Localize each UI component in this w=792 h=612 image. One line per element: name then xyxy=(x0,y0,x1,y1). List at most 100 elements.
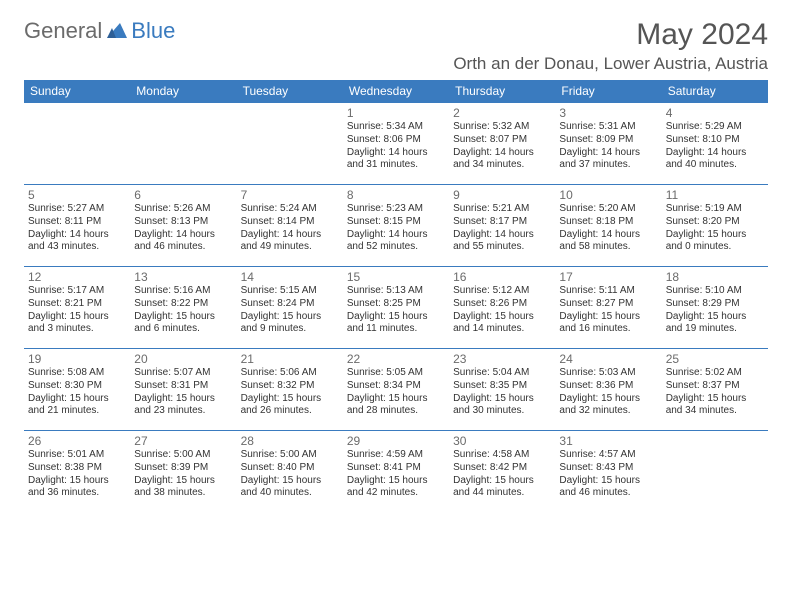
day-info: Sunrise: 5:29 AMSunset: 8:10 PMDaylight:… xyxy=(666,121,764,172)
day-cell: 20Sunrise: 5:07 AMSunset: 8:31 PMDayligh… xyxy=(130,349,236,431)
week-row: 19Sunrise: 5:08 AMSunset: 8:30 PMDayligh… xyxy=(24,349,768,431)
day-number: 11 xyxy=(666,188,764,202)
day-number: 9 xyxy=(453,188,551,202)
day-info: Sunrise: 5:12 AMSunset: 8:26 PMDaylight:… xyxy=(453,285,551,336)
day-info: Sunrise: 5:16 AMSunset: 8:22 PMDaylight:… xyxy=(134,285,232,336)
day-number: 6 xyxy=(134,188,232,202)
day-cell: 14Sunrise: 5:15 AMSunset: 8:24 PMDayligh… xyxy=(237,267,343,349)
calendar-page: General Blue May 2024 Orth an der Donau,… xyxy=(0,0,792,525)
logo: General Blue xyxy=(24,18,175,44)
day-info: Sunrise: 5:06 AMSunset: 8:32 PMDaylight:… xyxy=(241,367,339,418)
dayhead-friday: Friday xyxy=(555,80,661,103)
day-number: 21 xyxy=(241,352,339,366)
dayhead-tuesday: Tuesday xyxy=(237,80,343,103)
day-info: Sunrise: 5:24 AMSunset: 8:14 PMDaylight:… xyxy=(241,203,339,254)
day-cell: 19Sunrise: 5:08 AMSunset: 8:30 PMDayligh… xyxy=(24,349,130,431)
title-block: May 2024 Orth an der Donau, Lower Austri… xyxy=(453,18,768,74)
day-number: 26 xyxy=(28,434,126,448)
day-info: Sunrise: 5:10 AMSunset: 8:29 PMDaylight:… xyxy=(666,285,764,336)
day-cell: 8Sunrise: 5:23 AMSunset: 8:15 PMDaylight… xyxy=(343,185,449,267)
day-number: 15 xyxy=(347,270,445,284)
day-cell xyxy=(237,103,343,185)
dayhead-wednesday: Wednesday xyxy=(343,80,449,103)
day-info: Sunrise: 5:04 AMSunset: 8:35 PMDaylight:… xyxy=(453,367,551,418)
day-info: Sunrise: 5:08 AMSunset: 8:30 PMDaylight:… xyxy=(28,367,126,418)
day-cell: 21Sunrise: 5:06 AMSunset: 8:32 PMDayligh… xyxy=(237,349,343,431)
logo-text-general: General xyxy=(24,18,102,44)
day-number: 30 xyxy=(453,434,551,448)
day-info: Sunrise: 5:13 AMSunset: 8:25 PMDaylight:… xyxy=(347,285,445,336)
dayhead-monday: Monday xyxy=(130,80,236,103)
day-cell: 27Sunrise: 5:00 AMSunset: 8:39 PMDayligh… xyxy=(130,431,236,513)
day-cell xyxy=(130,103,236,185)
day-number: 31 xyxy=(559,434,657,448)
day-cell: 29Sunrise: 4:59 AMSunset: 8:41 PMDayligh… xyxy=(343,431,449,513)
day-number: 2 xyxy=(453,106,551,120)
day-info: Sunrise: 5:17 AMSunset: 8:21 PMDaylight:… xyxy=(28,285,126,336)
day-cell: 2Sunrise: 5:32 AMSunset: 8:07 PMDaylight… xyxy=(449,103,555,185)
day-info: Sunrise: 5:11 AMSunset: 8:27 PMDaylight:… xyxy=(559,285,657,336)
day-cell xyxy=(662,431,768,513)
day-number: 5 xyxy=(28,188,126,202)
day-number: 18 xyxy=(666,270,764,284)
day-cell: 4Sunrise: 5:29 AMSunset: 8:10 PMDaylight… xyxy=(662,103,768,185)
dayhead-sunday: Sunday xyxy=(24,80,130,103)
header: General Blue May 2024 Orth an der Donau,… xyxy=(24,18,768,74)
logo-triangle-icon xyxy=(107,20,127,43)
day-info: Sunrise: 5:00 AMSunset: 8:39 PMDaylight:… xyxy=(134,449,232,500)
day-info: Sunrise: 5:02 AMSunset: 8:37 PMDaylight:… xyxy=(666,367,764,418)
day-info: Sunrise: 5:00 AMSunset: 8:40 PMDaylight:… xyxy=(241,449,339,500)
day-cell: 17Sunrise: 5:11 AMSunset: 8:27 PMDayligh… xyxy=(555,267,661,349)
day-info: Sunrise: 5:23 AMSunset: 8:15 PMDaylight:… xyxy=(347,203,445,254)
day-info: Sunrise: 4:59 AMSunset: 8:41 PMDaylight:… xyxy=(347,449,445,500)
week-row: 5Sunrise: 5:27 AMSunset: 8:11 PMDaylight… xyxy=(24,185,768,267)
day-cell: 10Sunrise: 5:20 AMSunset: 8:18 PMDayligh… xyxy=(555,185,661,267)
day-info: Sunrise: 5:01 AMSunset: 8:38 PMDaylight:… xyxy=(28,449,126,500)
day-info: Sunrise: 5:31 AMSunset: 8:09 PMDaylight:… xyxy=(559,121,657,172)
day-cell: 3Sunrise: 5:31 AMSunset: 8:09 PMDaylight… xyxy=(555,103,661,185)
day-cell: 23Sunrise: 5:04 AMSunset: 8:35 PMDayligh… xyxy=(449,349,555,431)
day-cell: 11Sunrise: 5:19 AMSunset: 8:20 PMDayligh… xyxy=(662,185,768,267)
day-info: Sunrise: 5:05 AMSunset: 8:34 PMDaylight:… xyxy=(347,367,445,418)
day-number: 14 xyxy=(241,270,339,284)
day-info: Sunrise: 5:34 AMSunset: 8:06 PMDaylight:… xyxy=(347,121,445,172)
day-number: 22 xyxy=(347,352,445,366)
day-number: 20 xyxy=(134,352,232,366)
day-info: Sunrise: 5:26 AMSunset: 8:13 PMDaylight:… xyxy=(134,203,232,254)
dayhead-row: SundayMondayTuesdayWednesdayThursdayFrid… xyxy=(24,80,768,103)
day-number: 25 xyxy=(666,352,764,366)
day-number: 16 xyxy=(453,270,551,284)
day-info: Sunrise: 4:57 AMSunset: 8:43 PMDaylight:… xyxy=(559,449,657,500)
day-cell: 12Sunrise: 5:17 AMSunset: 8:21 PMDayligh… xyxy=(24,267,130,349)
day-cell: 30Sunrise: 4:58 AMSunset: 8:42 PMDayligh… xyxy=(449,431,555,513)
day-info: Sunrise: 5:19 AMSunset: 8:20 PMDaylight:… xyxy=(666,203,764,254)
day-cell: 6Sunrise: 5:26 AMSunset: 8:13 PMDaylight… xyxy=(130,185,236,267)
day-number: 3 xyxy=(559,106,657,120)
dayhead-thursday: Thursday xyxy=(449,80,555,103)
location: Orth an der Donau, Lower Austria, Austri… xyxy=(453,54,768,74)
day-cell: 22Sunrise: 5:05 AMSunset: 8:34 PMDayligh… xyxy=(343,349,449,431)
day-info: Sunrise: 5:32 AMSunset: 8:07 PMDaylight:… xyxy=(453,121,551,172)
day-cell: 1Sunrise: 5:34 AMSunset: 8:06 PMDaylight… xyxy=(343,103,449,185)
calendar-table: SundayMondayTuesdayWednesdayThursdayFrid… xyxy=(24,80,768,513)
day-number: 1 xyxy=(347,106,445,120)
day-cell: 26Sunrise: 5:01 AMSunset: 8:38 PMDayligh… xyxy=(24,431,130,513)
day-number: 8 xyxy=(347,188,445,202)
dayhead-saturday: Saturday xyxy=(662,80,768,103)
day-info: Sunrise: 5:15 AMSunset: 8:24 PMDaylight:… xyxy=(241,285,339,336)
day-cell: 31Sunrise: 4:57 AMSunset: 8:43 PMDayligh… xyxy=(555,431,661,513)
day-cell: 25Sunrise: 5:02 AMSunset: 8:37 PMDayligh… xyxy=(662,349,768,431)
day-info: Sunrise: 5:20 AMSunset: 8:18 PMDaylight:… xyxy=(559,203,657,254)
day-number: 13 xyxy=(134,270,232,284)
day-number: 4 xyxy=(666,106,764,120)
day-cell: 9Sunrise: 5:21 AMSunset: 8:17 PMDaylight… xyxy=(449,185,555,267)
day-number: 24 xyxy=(559,352,657,366)
day-cell: 28Sunrise: 5:00 AMSunset: 8:40 PMDayligh… xyxy=(237,431,343,513)
day-info: Sunrise: 5:21 AMSunset: 8:17 PMDaylight:… xyxy=(453,203,551,254)
day-cell: 5Sunrise: 5:27 AMSunset: 8:11 PMDaylight… xyxy=(24,185,130,267)
week-row: 1Sunrise: 5:34 AMSunset: 8:06 PMDaylight… xyxy=(24,103,768,185)
day-cell xyxy=(24,103,130,185)
day-number: 27 xyxy=(134,434,232,448)
day-info: Sunrise: 4:58 AMSunset: 8:42 PMDaylight:… xyxy=(453,449,551,500)
day-cell: 13Sunrise: 5:16 AMSunset: 8:22 PMDayligh… xyxy=(130,267,236,349)
